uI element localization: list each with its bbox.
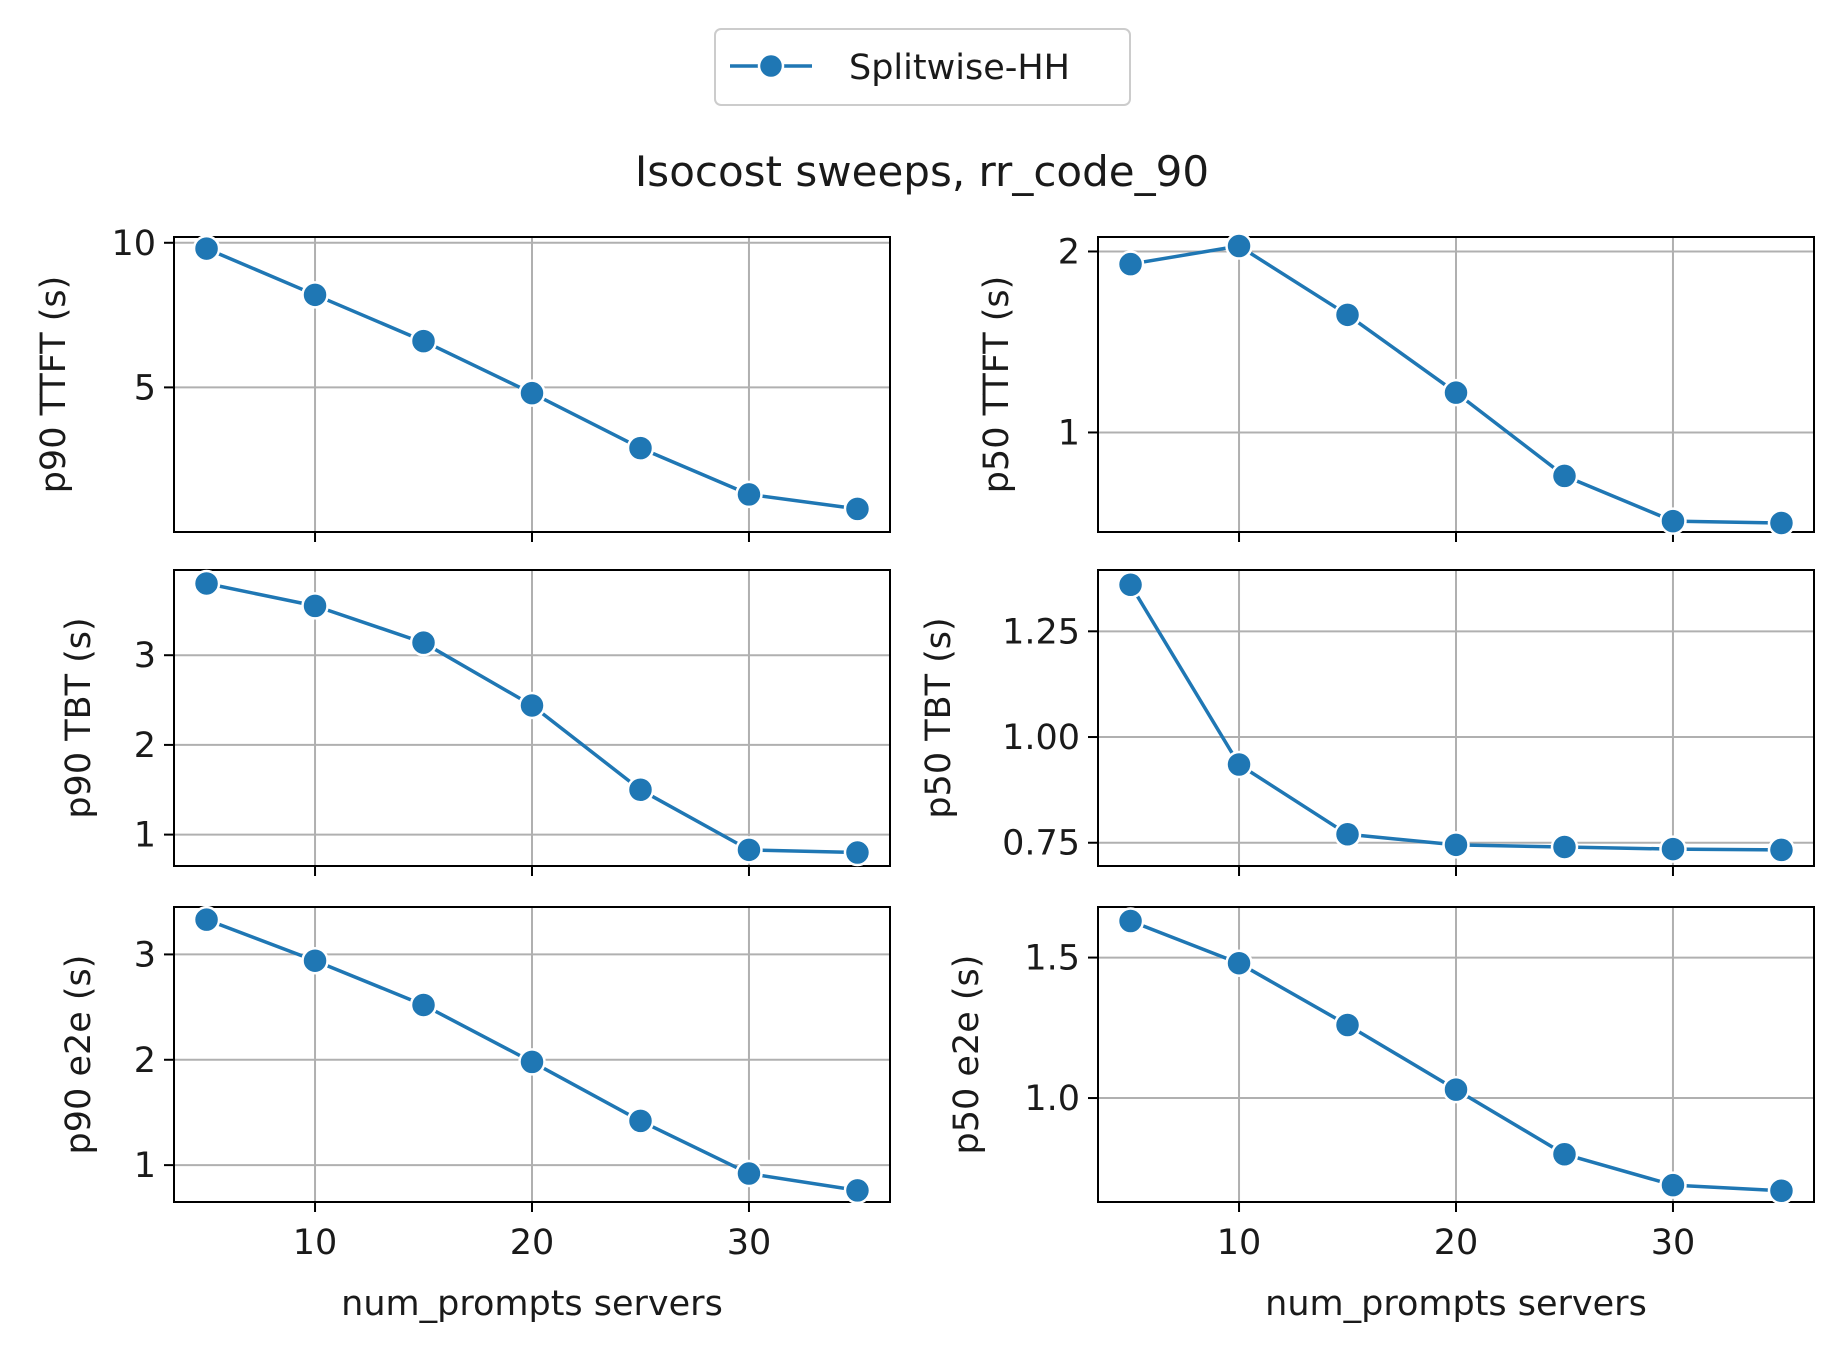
data-point: [1550, 1140, 1579, 1168]
subplot-1: 5 10 p90 TTFT (s): [34, 224, 891, 542]
y-axis-label: p50 TBT (s): [919, 617, 959, 818]
y-tick-label: 1.25: [1002, 612, 1080, 652]
y-tick-label: 1.5: [1024, 939, 1080, 979]
data-point: [735, 480, 763, 509]
data-point: [1442, 378, 1470, 407]
data-point: [1116, 907, 1145, 935]
y-tick-label: 1.0: [1024, 1079, 1080, 1119]
y-axis-label: p90 e2e (s): [59, 955, 99, 1155]
subplot-4: 0.75 1.00 1.25 p50 TBT (s): [919, 569, 1815, 876]
y-tick-label: 1: [134, 816, 156, 856]
figure-title: Isocost sweeps, rr_code_90: [635, 147, 1209, 196]
data-point: [626, 434, 655, 462]
subplot-5: 10 20 30 1 2 3 p90 e2e (s) num_prompts servers: [59, 905, 891, 1324]
data-point: [1442, 831, 1470, 859]
data-point: [192, 905, 221, 934]
data-point: [301, 281, 329, 309]
y-axis-label: p90 TTFT (s): [34, 276, 74, 494]
data-point: [1767, 836, 1796, 864]
data-point: [518, 691, 546, 720]
legend-box: [714, 28, 1131, 106]
subplot-6: 10 20 30 1.0 1.5 p50 e2e (s) num_prompts serve…: [947, 906, 1815, 1324]
data-point: [409, 327, 438, 355]
y-tick-label: 10: [111, 224, 156, 264]
y-tick-label: 3: [134, 636, 156, 676]
data-point: [1225, 750, 1253, 779]
subplot-3: 1 2 3 p90 TBT (s): [59, 569, 891, 876]
data-point: [1550, 462, 1579, 490]
data-point: [626, 776, 655, 804]
data-point: [409, 991, 438, 1019]
subplot-grid: 5 10 p90 TTFT (s) 1 2 p50 TTFT (s) 1 2 3 p90 TBT …: [34, 224, 1815, 1324]
data-point: [301, 592, 329, 620]
data-point: [843, 495, 872, 523]
y-tick-label: 1.00: [1002, 718, 1080, 758]
data-point: [301, 946, 329, 975]
data-point: [518, 1048, 546, 1076]
data-point: [1225, 949, 1253, 977]
y-axis-label: p50 TTFT (s): [977, 276, 1017, 494]
x-tick-label: 20: [510, 1223, 555, 1263]
data-point: [409, 628, 438, 657]
y-tick-label: 1: [134, 1146, 156, 1186]
data-point: [192, 569, 221, 598]
y-tick-label: 3: [134, 935, 156, 975]
data-point: [1659, 835, 1687, 863]
data-point: [626, 1107, 655, 1135]
legend-entry-splitwise-hh: Splitwise-HH: [849, 48, 1070, 88]
data-point: [843, 838, 872, 867]
data-point: [1116, 250, 1145, 278]
data-point: [1659, 1171, 1687, 1199]
subplot-2: 1 2 p50 TTFT (s): [977, 232, 1815, 542]
data-point: [192, 234, 221, 263]
legend: Splitwise-HH: [714, 28, 1131, 106]
data-point: [1659, 507, 1687, 535]
x-tick-label: 10: [1217, 1223, 1262, 1263]
data-point: [1442, 1075, 1470, 1104]
data-point: [843, 1176, 872, 1205]
x-tick-label: 30: [727, 1223, 772, 1263]
x-tick-label: 30: [1651, 1223, 1696, 1263]
x-tick-label: 10: [293, 1223, 338, 1263]
data-point: [1225, 232, 1253, 260]
y-tick-label: 2: [134, 1041, 156, 1081]
data-point: [1333, 820, 1362, 849]
y-axis-label: p50 e2e (s): [947, 955, 987, 1155]
data-point: [735, 836, 763, 864]
data-point: [518, 379, 546, 407]
data-point: [1767, 1177, 1796, 1205]
x-axis-label: num_prompts servers: [1265, 1284, 1647, 1324]
data-point: [1333, 1011, 1362, 1039]
legend-marker: [757, 52, 785, 80]
data-point: [1116, 571, 1145, 599]
x-axis-label: num_prompts servers: [341, 1284, 723, 1324]
y-axis-label: p90 TBT (s): [59, 617, 99, 818]
data-point: [1550, 833, 1579, 861]
y-tick-label: 2: [1058, 232, 1080, 272]
y-tick-label: 5: [134, 368, 156, 408]
data-point: [1333, 301, 1362, 329]
x-tick-label: 20: [1434, 1223, 1479, 1263]
data-point: [1767, 509, 1796, 537]
y-tick-label: 2: [134, 726, 156, 766]
data-point: [735, 1159, 763, 1188]
y-tick-label: 0.75: [1002, 824, 1080, 864]
y-tick-label: 1: [1058, 413, 1080, 453]
